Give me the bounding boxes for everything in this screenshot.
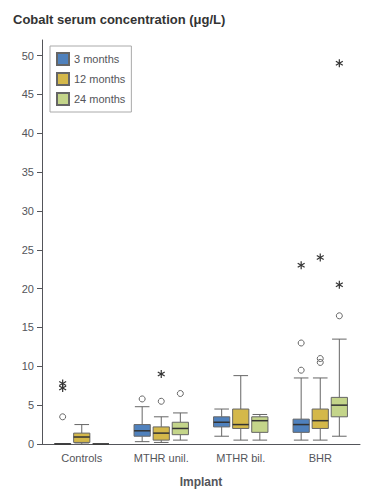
svg-text:MTHR unil.: MTHR unil. xyxy=(134,452,189,464)
svg-text:15: 15 xyxy=(22,321,34,333)
svg-text:3 months: 3 months xyxy=(74,53,120,65)
svg-text:Implant: Implant xyxy=(180,475,223,489)
svg-text:Controls: Controls xyxy=(61,452,102,464)
svg-text:5: 5 xyxy=(28,399,34,411)
svg-text:MTHR bil.: MTHR bil. xyxy=(216,452,265,464)
svg-text:0: 0 xyxy=(28,438,34,450)
svg-text:Cobalt serum concentration (μg: Cobalt serum concentration (μg/L) xyxy=(13,12,225,27)
svg-text:25: 25 xyxy=(22,244,34,256)
svg-text:24 months: 24 months xyxy=(74,93,126,105)
svg-text:35: 35 xyxy=(22,166,34,178)
svg-text:40: 40 xyxy=(22,127,34,139)
svg-text:45: 45 xyxy=(22,88,34,100)
svg-text:20: 20 xyxy=(22,283,34,295)
svg-text:30: 30 xyxy=(22,205,34,217)
svg-text:10: 10 xyxy=(22,360,34,372)
svg-text:50: 50 xyxy=(22,50,34,62)
svg-text:12 months: 12 months xyxy=(74,73,126,85)
svg-text:BHR: BHR xyxy=(309,452,332,464)
